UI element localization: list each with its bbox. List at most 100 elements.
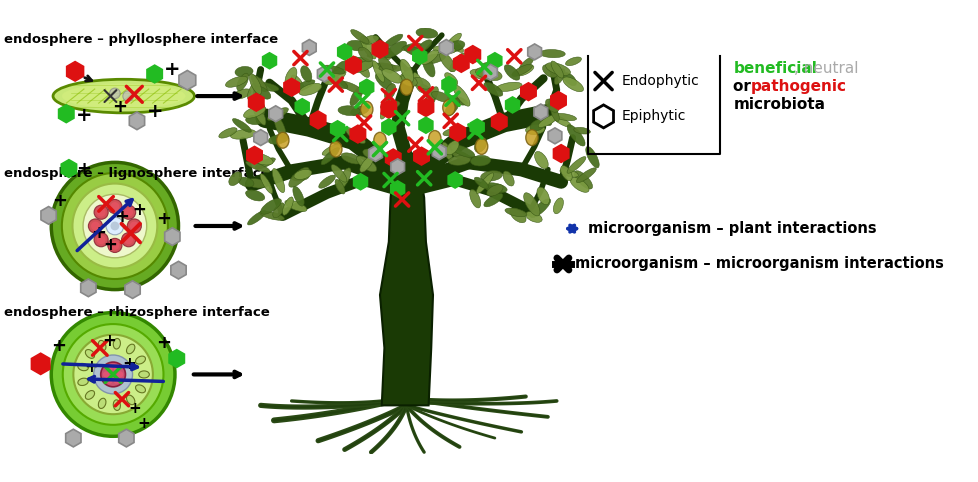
Ellipse shape	[400, 59, 413, 83]
Ellipse shape	[225, 76, 247, 87]
Ellipse shape	[545, 99, 558, 112]
Ellipse shape	[362, 35, 378, 44]
Ellipse shape	[254, 86, 271, 99]
Ellipse shape	[565, 57, 581, 66]
Ellipse shape	[260, 174, 273, 194]
Polygon shape	[469, 119, 483, 135]
Ellipse shape	[113, 400, 120, 410]
Ellipse shape	[324, 69, 346, 85]
Polygon shape	[169, 350, 184, 367]
Circle shape	[127, 219, 141, 233]
Ellipse shape	[433, 46, 455, 54]
Ellipse shape	[245, 190, 264, 201]
Ellipse shape	[518, 57, 533, 71]
Circle shape	[122, 91, 133, 101]
Polygon shape	[439, 40, 453, 55]
Ellipse shape	[229, 172, 242, 186]
Ellipse shape	[289, 167, 309, 187]
Ellipse shape	[416, 28, 437, 38]
Polygon shape	[593, 105, 613, 128]
Ellipse shape	[259, 211, 284, 220]
Text: +: +	[53, 192, 67, 210]
Polygon shape	[147, 65, 162, 83]
Circle shape	[101, 362, 125, 387]
Ellipse shape	[442, 100, 455, 116]
Text: +: +	[122, 355, 136, 373]
Polygon shape	[442, 77, 456, 93]
Ellipse shape	[328, 75, 347, 89]
Ellipse shape	[483, 70, 502, 80]
Ellipse shape	[542, 65, 556, 78]
Circle shape	[97, 235, 106, 244]
Ellipse shape	[562, 77, 583, 92]
Ellipse shape	[538, 114, 557, 127]
Polygon shape	[246, 147, 262, 164]
Text: microorganism – microorganism interactions: microorganism – microorganism interactio…	[575, 256, 943, 271]
Ellipse shape	[475, 67, 492, 78]
Ellipse shape	[245, 161, 270, 173]
Circle shape	[94, 233, 109, 247]
Ellipse shape	[360, 36, 376, 59]
Text: +: +	[91, 224, 107, 242]
Text: beneficial: beneficial	[733, 61, 817, 76]
Ellipse shape	[448, 40, 465, 51]
Ellipse shape	[401, 43, 422, 51]
Polygon shape	[41, 206, 56, 224]
Polygon shape	[353, 174, 367, 190]
Text: +: +	[156, 210, 171, 228]
Circle shape	[91, 222, 100, 230]
Ellipse shape	[486, 185, 503, 196]
Ellipse shape	[418, 40, 431, 52]
Circle shape	[63, 324, 163, 425]
Ellipse shape	[475, 138, 487, 154]
Ellipse shape	[383, 34, 402, 47]
Ellipse shape	[573, 127, 590, 134]
Circle shape	[113, 377, 119, 384]
Ellipse shape	[274, 115, 286, 139]
Ellipse shape	[235, 67, 252, 77]
Ellipse shape	[245, 115, 263, 124]
Polygon shape	[31, 353, 50, 375]
Ellipse shape	[540, 111, 552, 126]
Ellipse shape	[449, 40, 463, 53]
Polygon shape	[80, 279, 96, 297]
Ellipse shape	[574, 171, 592, 189]
Ellipse shape	[530, 199, 550, 218]
Ellipse shape	[400, 75, 417, 86]
Circle shape	[94, 355, 132, 394]
Ellipse shape	[421, 84, 434, 97]
Text: Endophytic: Endophytic	[621, 74, 698, 88]
Ellipse shape	[251, 101, 266, 125]
Polygon shape	[390, 181, 404, 197]
Ellipse shape	[380, 101, 400, 110]
Ellipse shape	[260, 199, 281, 214]
Ellipse shape	[483, 82, 503, 96]
Polygon shape	[483, 64, 497, 80]
Ellipse shape	[383, 41, 406, 58]
Text: endosphere – phyllosphere interface: endosphere – phyllosphere interface	[5, 33, 279, 46]
Text: +: +	[51, 337, 66, 355]
Ellipse shape	[353, 56, 369, 78]
Polygon shape	[465, 46, 480, 63]
Polygon shape	[551, 92, 565, 109]
Ellipse shape	[300, 66, 311, 82]
Ellipse shape	[255, 158, 275, 169]
Ellipse shape	[444, 99, 459, 117]
Ellipse shape	[569, 177, 589, 192]
Ellipse shape	[247, 153, 273, 165]
Ellipse shape	[442, 142, 452, 160]
Circle shape	[107, 365, 112, 372]
Ellipse shape	[349, 86, 363, 106]
Polygon shape	[487, 53, 502, 68]
Polygon shape	[414, 147, 428, 165]
Ellipse shape	[247, 211, 266, 225]
Ellipse shape	[341, 153, 361, 164]
Text: or: or	[733, 79, 756, 94]
Ellipse shape	[291, 173, 309, 181]
Ellipse shape	[480, 171, 502, 181]
Polygon shape	[269, 106, 283, 121]
Ellipse shape	[293, 169, 312, 179]
Ellipse shape	[423, 92, 437, 112]
Ellipse shape	[505, 208, 526, 217]
Polygon shape	[505, 97, 519, 113]
